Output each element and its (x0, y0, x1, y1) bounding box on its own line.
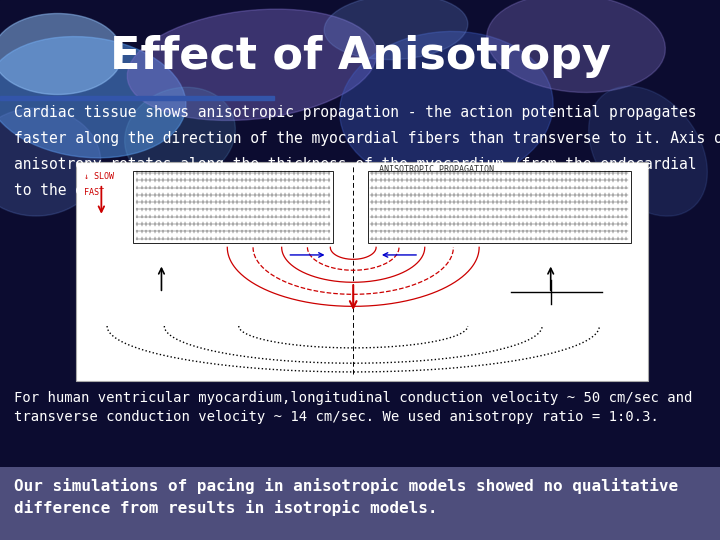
Text: Our simulations of pacing in anisotropic models showed no qualitative
difference: Our simulations of pacing in anisotropic… (14, 478, 678, 516)
Ellipse shape (127, 9, 377, 120)
Text: ↓ SLOW: ↓ SLOW (84, 172, 114, 181)
Bar (133, 171, 333, 243)
Ellipse shape (0, 14, 122, 94)
Text: Effect of Anisotropy: Effect of Anisotropy (109, 35, 611, 78)
Ellipse shape (487, 0, 665, 92)
Ellipse shape (589, 86, 707, 216)
Ellipse shape (340, 31, 553, 185)
Bar (367, 171, 631, 243)
Text: ANISOTROPIC PROPAGATION: ANISOTROPIC PROPAGATION (379, 165, 494, 174)
Bar (0, 467, 720, 540)
Text: anisotropy rotates along the thickness of the myocardium (from the endocardial: anisotropy rotates along the thickness o… (14, 157, 697, 172)
Ellipse shape (0, 108, 101, 216)
Text: to the epicardial layer).: to the epicardial layer). (14, 183, 233, 198)
Text: faster along the direction of the myocardial fibers than transverse to it. Axis : faster along the direction of the myocar… (14, 131, 720, 146)
Ellipse shape (324, 0, 468, 59)
Ellipse shape (125, 87, 235, 183)
Text: For human ventricular myocardium,longitudinal conduction velocity ~ 50 cm/sec an: For human ventricular myocardium,longitu… (14, 391, 693, 424)
Text: Cardiac tissue shows anisotropic propagation - the action potential propagates: Cardiac tissue shows anisotropic propaga… (14, 105, 697, 120)
Text: FAST: FAST (84, 188, 104, 197)
Bar (76, 162, 648, 381)
Bar (0, 96, 274, 100)
Ellipse shape (0, 37, 186, 158)
